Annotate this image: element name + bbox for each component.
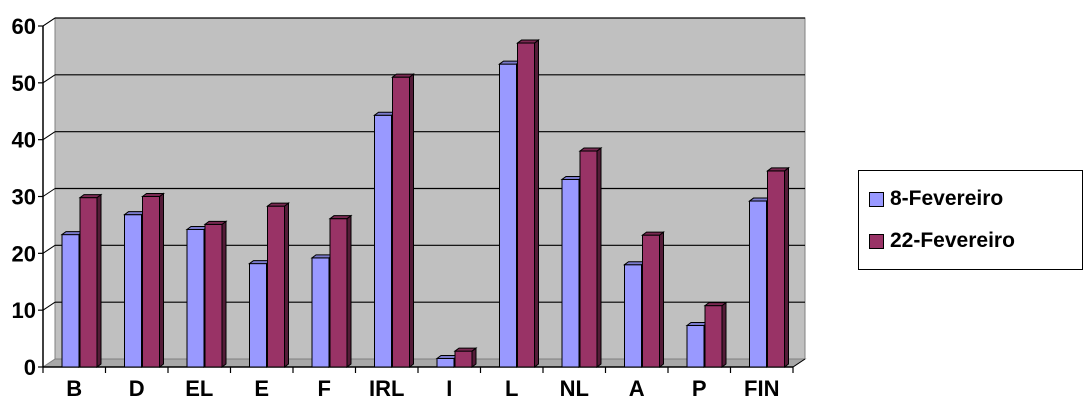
bar-side: [659, 231, 664, 368]
bar-top: [391, 73, 415, 78]
x-tick-label-fin: FIN: [744, 376, 779, 401]
bar-front: [704, 305, 723, 368]
bars: [60, 39, 790, 368]
bar-p-series-2: [703, 301, 728, 368]
bar-top: [78, 194, 103, 199]
y-tick-labels: 0 10 20 30 40 50 60: [12, 14, 43, 380]
bar-front: [204, 223, 223, 368]
x-tick-label-a: A: [629, 376, 645, 401]
bar-top: [703, 302, 728, 307]
bar-front: [642, 234, 660, 368]
bar-side: [221, 220, 227, 368]
bar-el-series-2: [203, 220, 228, 368]
y-tick-label-3: 30: [12, 185, 36, 210]
x-tick-label-nl: NL: [560, 376, 589, 401]
bar-top: [328, 215, 353, 220]
bar-top: [203, 220, 228, 225]
bar-top: [516, 39, 540, 44]
gridlines: [42, 17, 805, 311]
bar-front: [767, 170, 785, 368]
x-tick-label-i: I: [446, 376, 452, 401]
bar-top: [766, 167, 790, 172]
y-tick-label-6: 60: [12, 14, 36, 39]
bar-b-series-2: [78, 193, 103, 368]
x-tick-label-d: D: [129, 376, 145, 401]
gridline-depth-5: [42, 74, 56, 84]
bar-front: [624, 264, 642, 368]
x-tick-label-l: L: [505, 376, 518, 401]
y-tick-label-5: 50: [12, 71, 36, 96]
bar-f-series-2: [328, 214, 353, 368]
bar-front: [499, 63, 517, 368]
x-axis-depth-line: [792, 358, 806, 368]
bar-side: [596, 147, 602, 368]
bar-front: [374, 114, 392, 368]
legend-item-series-1: 8-Fevereiro: [869, 187, 1003, 211]
legend: 8-Fevereiro 22-Fevereiro: [858, 170, 1083, 270]
bar-l-series-2: [516, 39, 540, 368]
bar-front: [392, 76, 410, 368]
bar-front: [249, 263, 267, 368]
gridline-depth-1: [42, 301, 56, 311]
bar-front: [517, 42, 535, 368]
legend-label-series-2: 22-Fevereiro: [890, 229, 1015, 252]
bar-front: [186, 228, 205, 368]
bar-side: [409, 73, 414, 368]
legend-swatch-series-2: [869, 233, 884, 249]
bar-side: [284, 202, 289, 368]
y-tick-label-2: 20: [12, 241, 36, 266]
bar-top: [266, 202, 290, 207]
bar-fin-series-2: [766, 166, 790, 368]
bar-side: [96, 193, 102, 368]
legend-label-series-1: 8-Fevereiro: [890, 187, 1004, 210]
bar-front: [454, 350, 473, 368]
bar-top: [453, 347, 478, 352]
gridline-depth-2: [42, 244, 56, 254]
bar-front: [79, 197, 98, 368]
bar-side: [159, 192, 164, 368]
x-tick-label-b: B: [66, 376, 82, 401]
bar-front: [61, 234, 80, 368]
bar-front: [579, 150, 598, 368]
gridline-depth-3: [42, 188, 56, 197]
bar-a-series-2: [641, 231, 665, 368]
bar-top: [578, 147, 603, 152]
y-tick-label-1: 10: [12, 298, 36, 323]
bar-front: [686, 325, 705, 368]
bar-front: [436, 357, 455, 368]
bar-nl-series-2: [578, 147, 603, 368]
bar-side: [721, 301, 727, 368]
bar-front: [142, 196, 160, 368]
bar-side: [346, 214, 352, 368]
bar-side: [534, 39, 539, 368]
x-tick-labels: B D EL E F IRL I L NL A P FIN: [42, 367, 794, 401]
bar-front: [124, 214, 142, 368]
bar-front: [749, 200, 767, 368]
y-tick-label-4: 40: [12, 128, 36, 153]
bar-front: [561, 178, 580, 368]
bar-front: [329, 218, 348, 368]
gridline-depth-4: [42, 131, 56, 141]
x-tick-label-irl: IRL: [369, 376, 404, 401]
x-tick-label-f: F: [318, 376, 331, 401]
x-tick-label-e: E: [254, 376, 269, 401]
legend-item-series-2: 22-Fevereiro: [869, 229, 1015, 253]
bar-e-series-2: [266, 202, 290, 368]
bar-d-series-2: [141, 192, 165, 368]
bar-side: [784, 166, 789, 368]
y-axis-depth-line: [42, 17, 56, 27]
bar-irl-series-2: [391, 73, 415, 368]
bar-top: [641, 231, 665, 236]
x-tick-label-p: P: [692, 376, 707, 401]
y-tick-label-0: 0: [24, 355, 36, 380]
bar-i-series-2: [453, 347, 478, 368]
x-tick-label-el: EL: [185, 376, 213, 401]
bar-top: [141, 193, 165, 197]
bar-front: [267, 205, 285, 368]
bar-front: [311, 257, 330, 368]
legend-swatch-series-1: [869, 191, 884, 207]
